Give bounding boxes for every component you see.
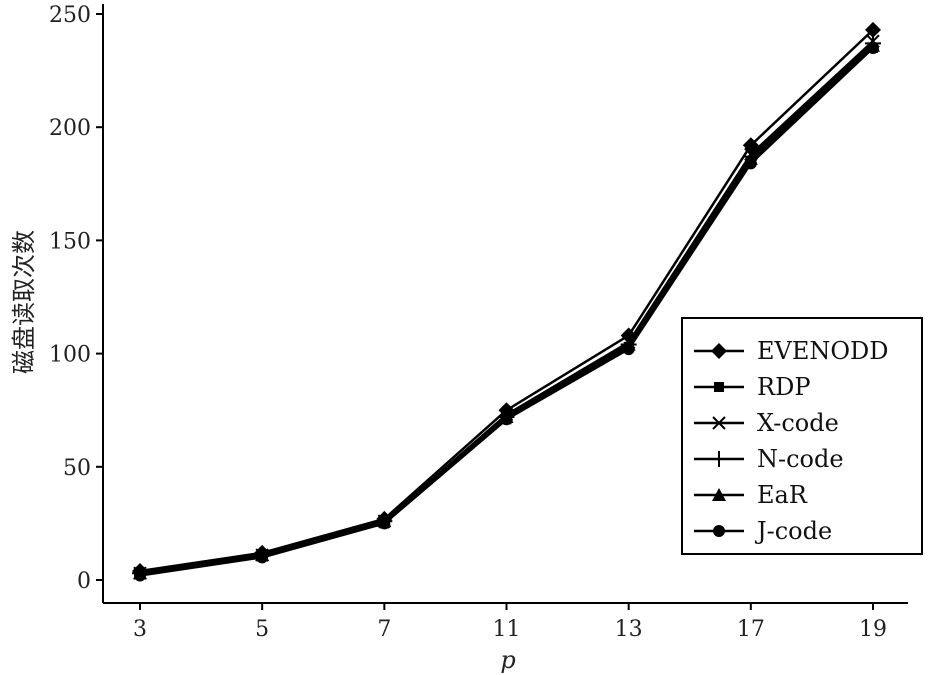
legend-item-evenodd: EVENODD [694,337,889,365]
data-point-j-code [378,517,391,530]
legend-marker [711,343,727,359]
legend-box [681,317,923,555]
legend-item-n-code: N-code [694,445,844,473]
legend-item-j-code: J-code [694,517,832,545]
y-ticks: 0 50 100 150 200 250 [49,3,103,594]
x-tick-label: 19 [859,617,887,642]
legend-marker [712,488,726,501]
data-point-j-code [256,551,269,564]
x-tick-label: 5 [255,617,269,642]
y-axis-title: 磁盘读取次数 [10,230,38,374]
x-tick-label: 13 [615,617,643,642]
data-point-evenodd [865,21,881,38]
series-layer [132,21,881,582]
legend-marker [713,525,725,537]
y-tick-label: 200 [49,116,91,141]
data-point-j-code [622,343,635,356]
legend-marker [714,382,724,392]
x-tick-label: 7 [377,617,391,642]
x-axis-title: p [500,646,515,674]
y-tick-label: 100 [49,343,91,368]
legend-marker [712,416,726,430]
x-tick-label: 17 [737,617,765,642]
series-j-code [134,41,879,582]
legend-label: RDP [757,373,810,401]
y-tick-label: 50 [63,456,91,481]
data-point-j-code [134,569,146,582]
legend-item-x-code: X-code [694,409,839,437]
legend-item-rdp: RDP [694,373,810,401]
y-tick-label: 0 [77,569,91,594]
legend-label: EaR [757,481,808,509]
legend-label: X-code [757,409,839,437]
legend-marker [711,451,727,467]
legend-label: J-code [754,517,832,545]
legend-item-ear: EaR [694,481,808,509]
data-point-j-code [744,157,757,170]
data-point-j-code [500,413,513,426]
x-ticks: 3 5 7 11 13 17 19 [133,603,887,642]
y-tick-label: 150 [49,229,91,254]
data-point-j-code [867,41,879,54]
y-tick-label: 250 [49,3,91,28]
legend-label: EVENODD [757,337,889,365]
legend-label: N-code [757,445,844,473]
x-tick-label: 11 [493,617,521,642]
x-tick-label: 3 [133,617,147,642]
legend: EVENODD RDP X-code N-code EaR J-code [681,317,923,555]
